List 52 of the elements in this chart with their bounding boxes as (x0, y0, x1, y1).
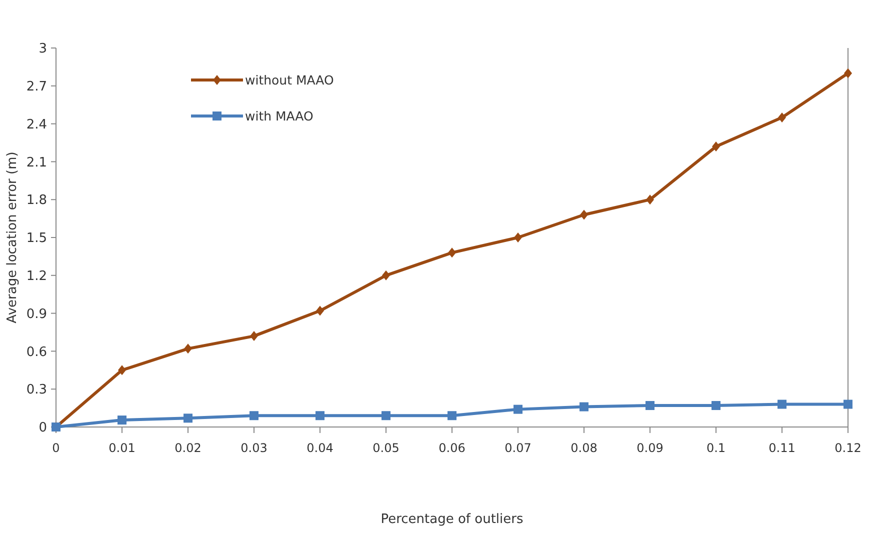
point (514, 404, 522, 414)
point (712, 142, 720, 152)
x-tick-label: 0 (52, 441, 60, 455)
point (844, 68, 852, 78)
y-tick-label: 1.5 (26, 231, 47, 246)
point (580, 210, 588, 220)
x-tick-label: 0.02 (174, 441, 202, 455)
y-tick-label: 2.1 (26, 155, 47, 170)
y-tick-label: 1.8 (26, 193, 47, 208)
x-tick-label: 0.05 (372, 441, 400, 455)
y-tick-label: 0.3 (26, 382, 47, 398)
x-tick-label: 0.08 (570, 441, 598, 455)
y-tick-label: 0.9 (26, 306, 47, 322)
x-tick-label: 0.11 (768, 441, 796, 455)
point (316, 411, 324, 420)
point (778, 112, 786, 122)
y-tick-label: 3 (38, 42, 47, 57)
point (250, 411, 258, 420)
point (580, 402, 588, 412)
point (448, 248, 456, 258)
legend-label: without MAAO (245, 72, 334, 88)
point (250, 331, 258, 342)
point (646, 194, 654, 205)
x-tick-label: 0.1 (706, 441, 726, 455)
x-tick-label: 0.04 (306, 441, 334, 455)
x-tick-label: 0.09 (636, 441, 664, 455)
point (514, 232, 522, 242)
y-tick-label: 0.6 (26, 344, 47, 360)
point (184, 414, 192, 423)
x-tick-label: 0.01 (108, 441, 136, 455)
legend-label: with MAAO (245, 108, 314, 124)
y-tick-label: 0 (38, 420, 47, 436)
x-tick-label: 0.07 (504, 441, 532, 455)
point (118, 416, 126, 425)
y-tick-label: 2.7 (26, 79, 47, 94)
point (844, 400, 852, 409)
y-tick-label: 2.4 (26, 117, 47, 132)
x-axis-title: Percentage of outliers (380, 512, 524, 527)
x-tick-label: 0.03 (240, 441, 268, 455)
point (712, 401, 720, 410)
point (778, 400, 786, 409)
point (448, 411, 456, 420)
point (646, 401, 654, 410)
point (118, 365, 126, 376)
point (382, 411, 390, 420)
point (382, 270, 390, 280)
point (184, 344, 192, 354)
y-axis-title: Average location error (m) (5, 152, 20, 324)
x-tick-label: 0.06 (438, 441, 466, 455)
x-tick-label: 0.12 (834, 441, 862, 455)
point (316, 306, 324, 316)
y-tick-label: 1.2 (26, 268, 47, 284)
